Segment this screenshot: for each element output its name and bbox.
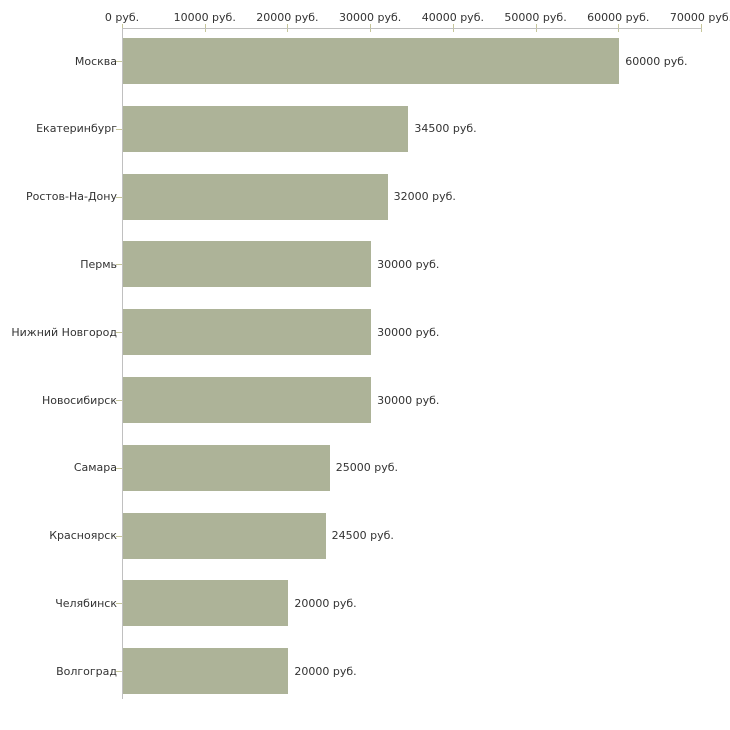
y-tick bbox=[116, 467, 122, 469]
bar bbox=[123, 580, 289, 627]
bar-row: Ростов-На-Дону 32000 руб. bbox=[0, 173, 730, 220]
x-tick-label: 10000 руб. bbox=[173, 11, 236, 24]
value-label: 25000 руб. bbox=[335, 461, 399, 475]
category-label: Красноярск bbox=[49, 529, 117, 543]
bar bbox=[123, 38, 620, 84]
value-label: 30000 руб. bbox=[377, 257, 440, 271]
y-tick bbox=[116, 671, 122, 673]
bar-row: Пермь 30000 руб. bbox=[0, 241, 730, 288]
category-label: Пермь bbox=[80, 257, 117, 271]
value-label: 24500 руб. bbox=[331, 529, 394, 543]
category-label: Самара bbox=[73, 461, 117, 475]
x-tick-label: 20000 руб. bbox=[256, 11, 319, 24]
bar bbox=[123, 241, 372, 288]
category-label: Екатеринбург bbox=[36, 122, 117, 136]
bar bbox=[123, 377, 372, 423]
category-label: Москва bbox=[74, 54, 117, 68]
category-label: Нижний Новгород bbox=[11, 325, 117, 339]
value-label: 20000 руб. bbox=[294, 664, 357, 678]
y-tick bbox=[116, 61, 122, 62]
y-tick bbox=[116, 264, 122, 266]
y-axis-line bbox=[122, 28, 123, 700]
x-tick-label: 0 руб. bbox=[104, 11, 140, 24]
bar bbox=[123, 173, 388, 220]
bar bbox=[123, 648, 289, 695]
bar-row: Красноярск 24500 руб. bbox=[0, 512, 730, 559]
bar-row: Москва 60000 руб. bbox=[0, 38, 730, 84]
bar bbox=[123, 512, 326, 559]
bar-row: Челябинск 20000 руб. bbox=[0, 580, 730, 627]
x-tick-label: 30000 руб. bbox=[339, 11, 402, 24]
x-tick-label: 60000 руб. bbox=[587, 11, 650, 24]
bar bbox=[123, 444, 330, 491]
category-label: Волгоград bbox=[56, 664, 117, 678]
value-label: 32000 руб. bbox=[393, 190, 456, 204]
y-tick bbox=[116, 128, 122, 130]
value-label: 30000 руб. bbox=[377, 325, 440, 339]
value-label: 60000 руб. bbox=[625, 54, 688, 68]
value-label: 34500 руб. bbox=[414, 122, 477, 136]
category-label: Челябинск bbox=[55, 596, 117, 610]
bar-row: Волгоград 20000 руб. bbox=[0, 648, 730, 695]
y-tick bbox=[116, 400, 122, 401]
value-label: 20000 руб. bbox=[294, 596, 357, 610]
y-tick bbox=[116, 603, 122, 605]
y-tick bbox=[116, 196, 122, 198]
x-tick-label: 50000 руб. bbox=[504, 11, 567, 24]
bar bbox=[123, 309, 372, 356]
y-tick bbox=[116, 332, 122, 334]
x-axis-line bbox=[122, 28, 702, 29]
x-tick-label: 70000 руб. bbox=[669, 11, 730, 24]
bar-row: Самара 25000 руб. bbox=[0, 444, 730, 491]
bar-row: Нижний Новгород 30000 руб. bbox=[0, 309, 730, 356]
bar-row: Новосибирск 30000 руб. bbox=[0, 377, 730, 423]
x-tick-label: 40000 руб. bbox=[421, 11, 484, 24]
y-tick bbox=[116, 535, 122, 537]
category-label: Ростов-На-Дону bbox=[25, 190, 117, 204]
bar-row: Екатеринбург 34500 руб. bbox=[0, 105, 730, 152]
category-label: Новосибирск bbox=[41, 393, 117, 407]
value-label: 30000 руб. bbox=[377, 393, 440, 407]
bar bbox=[123, 105, 409, 152]
